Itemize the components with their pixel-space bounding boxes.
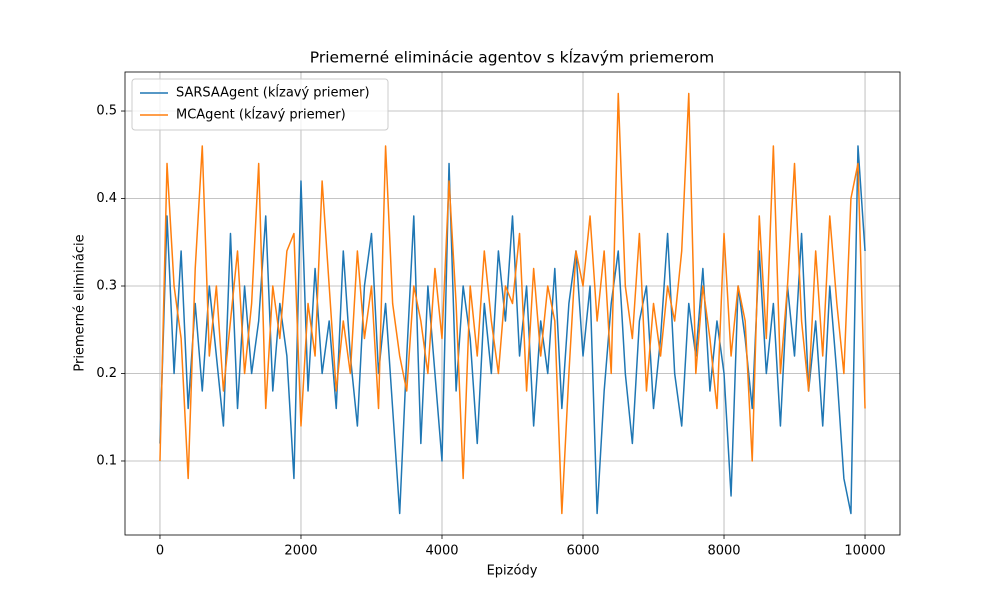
legend-label: MCAgent (kĺzavý priemer) bbox=[176, 107, 346, 123]
legend: SARSAAgent (kĺzavý priemer) MCAgent (kĺza… bbox=[131, 78, 389, 131]
x-tick-label: 4000 bbox=[425, 544, 458, 559]
plot-frame bbox=[124, 71, 901, 536]
x-axis-label: Epizódy bbox=[487, 564, 538, 579]
y-tick-label: 0.2 bbox=[96, 366, 117, 381]
legend-box bbox=[131, 78, 389, 131]
y-tick-label: 0.5 bbox=[96, 104, 117, 119]
y-axis-label: Priemerné eliminácie bbox=[73, 234, 88, 371]
series-line bbox=[159, 92, 866, 515]
x-tick-label: 8000 bbox=[707, 544, 740, 559]
y-tick-label: 0.1 bbox=[96, 453, 117, 468]
chart-title: Priemerné eliminácie agentov s kĺzavým p… bbox=[310, 48, 714, 67]
y-tick-label: 0.4 bbox=[96, 191, 117, 206]
series-line bbox=[159, 145, 866, 515]
y-tick-label: 0.3 bbox=[96, 279, 117, 294]
x-tick-label: 6000 bbox=[566, 544, 599, 559]
legend-label: SARSAAgent (kĺzavý priemer) bbox=[176, 85, 370, 101]
x-tick-label: 2000 bbox=[284, 544, 317, 559]
x-tick-label: 10000 bbox=[844, 544, 885, 559]
x-tick-label: 0 bbox=[156, 544, 164, 559]
